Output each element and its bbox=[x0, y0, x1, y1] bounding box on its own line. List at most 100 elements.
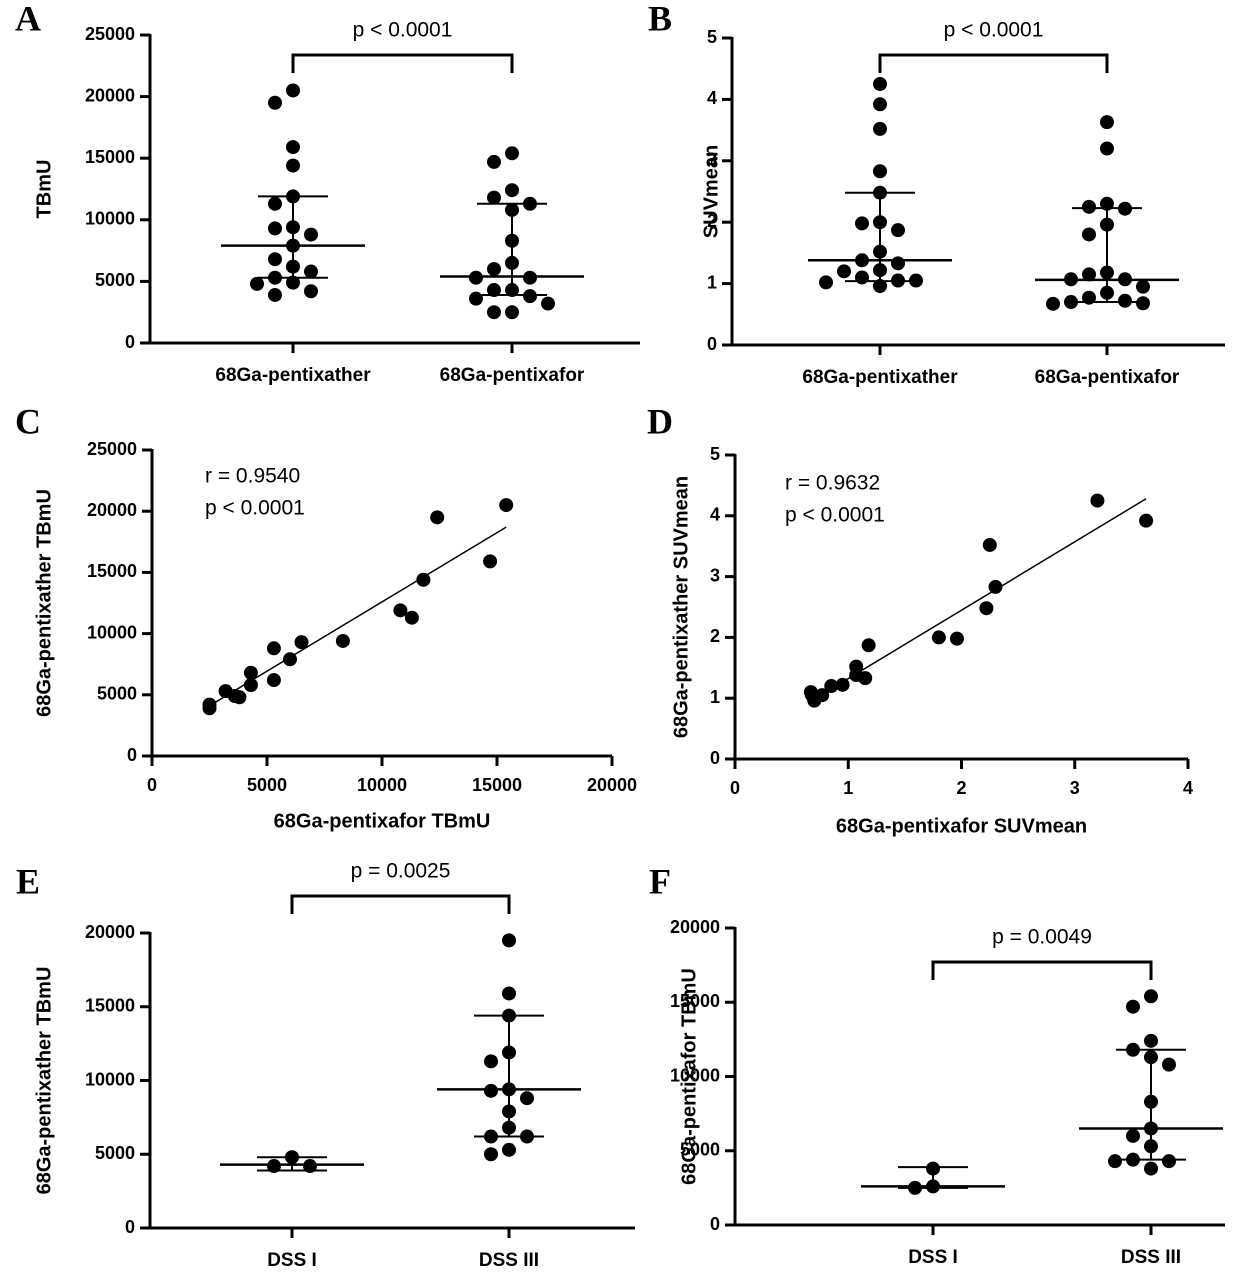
data-point bbox=[335, 633, 350, 648]
data-point bbox=[393, 603, 408, 618]
data-point bbox=[266, 673, 281, 688]
data-point bbox=[487, 283, 501, 298]
data-point bbox=[487, 154, 501, 169]
data-point bbox=[484, 1083, 498, 1098]
data-point bbox=[1162, 1154, 1176, 1169]
significance-bracket bbox=[931, 960, 1153, 980]
y-tick-label: 5000 bbox=[680, 1140, 720, 1160]
y-tick-label: 25000 bbox=[85, 24, 135, 44]
x-tick-label: 68Ga-pentixather bbox=[802, 367, 958, 388]
y-tick-label: 10000 bbox=[85, 1069, 135, 1089]
data-point bbox=[502, 933, 516, 948]
y-tick-label: 2 bbox=[707, 211, 717, 231]
panel-letter: C bbox=[15, 401, 41, 441]
data-point bbox=[855, 270, 869, 285]
data-point bbox=[232, 690, 247, 705]
data-point bbox=[505, 146, 519, 161]
panel-letter: D bbox=[647, 401, 673, 441]
y-tick-label: 15000 bbox=[85, 996, 135, 1016]
y-tick-label: 0 bbox=[710, 748, 720, 768]
data-point bbox=[1126, 1128, 1140, 1143]
data-point bbox=[807, 693, 822, 708]
x-tick-label: 4 bbox=[1183, 778, 1193, 798]
x-tick-label: 5000 bbox=[247, 775, 287, 795]
x-tick-label: 20000 bbox=[587, 775, 637, 795]
y-tick-label: 15000 bbox=[87, 561, 137, 581]
y-tick-label: 3 bbox=[707, 150, 717, 170]
data-point bbox=[855, 216, 869, 231]
y-tick-label: 10000 bbox=[670, 1065, 720, 1085]
data-point bbox=[873, 97, 887, 112]
x-tick-label: 2 bbox=[956, 778, 966, 798]
y-axis-label: 68Ga-pentixather TBmU bbox=[33, 489, 55, 717]
data-point bbox=[982, 537, 997, 552]
data-point bbox=[404, 610, 419, 625]
y-axis-label: 68Ga-pentixather SUVmean bbox=[670, 476, 692, 738]
data-point bbox=[873, 279, 887, 294]
data-point bbox=[484, 1147, 498, 1162]
data-point bbox=[286, 140, 300, 155]
x-tick-label: DSS I bbox=[908, 1247, 958, 1268]
data-point bbox=[1082, 267, 1096, 282]
data-point bbox=[268, 221, 282, 236]
data-point bbox=[487, 305, 501, 320]
panel-letter: B bbox=[648, 0, 672, 38]
y-tick-label: 0 bbox=[710, 1214, 720, 1234]
data-point bbox=[1100, 141, 1114, 156]
y-tick-label: 5000 bbox=[95, 270, 135, 290]
data-point bbox=[1139, 513, 1154, 528]
data-point bbox=[861, 638, 876, 653]
annotation: r = 0.9632 bbox=[785, 472, 880, 495]
y-tick-label: 5 bbox=[710, 444, 720, 464]
data-point bbox=[268, 287, 282, 302]
y-tick-label: 4 bbox=[710, 505, 720, 525]
data-point bbox=[304, 227, 318, 242]
y-tick-label: 20000 bbox=[87, 500, 137, 520]
data-point bbox=[988, 579, 1003, 594]
data-point bbox=[949, 631, 964, 646]
data-point bbox=[268, 95, 282, 110]
data-point bbox=[931, 630, 946, 645]
y-tick-label: 0 bbox=[125, 1217, 135, 1237]
data-point bbox=[1082, 199, 1096, 214]
y-tick-label: 15000 bbox=[670, 991, 720, 1011]
data-point bbox=[243, 665, 258, 680]
data-point bbox=[416, 572, 431, 587]
x-tick-label: DSS III bbox=[1121, 1247, 1181, 1268]
annotation: p < 0.0001 bbox=[785, 504, 885, 527]
panel-letter: A bbox=[15, 0, 41, 38]
data-point bbox=[858, 671, 873, 686]
p-value: p = 0.0025 bbox=[351, 860, 451, 883]
y-tick-label: 5 bbox=[707, 27, 717, 47]
x-tick-label: 0 bbox=[730, 778, 740, 798]
fit-line bbox=[209, 526, 507, 707]
data-point bbox=[1082, 227, 1096, 242]
fit-line bbox=[808, 498, 1147, 704]
data-point bbox=[286, 158, 300, 173]
x-tick-label: 10000 bbox=[357, 775, 407, 795]
data-point bbox=[835, 677, 850, 692]
y-axis-label: TBmU bbox=[33, 160, 55, 219]
data-point bbox=[505, 183, 519, 198]
data-point bbox=[487, 190, 501, 205]
data-point bbox=[430, 510, 445, 525]
data-point bbox=[502, 986, 516, 1001]
data-point bbox=[266, 641, 281, 656]
significance-bracket bbox=[291, 53, 514, 73]
data-point bbox=[250, 276, 264, 291]
data-point bbox=[1144, 1033, 1158, 1048]
data-point bbox=[1118, 293, 1132, 308]
data-point bbox=[1090, 493, 1105, 508]
data-point bbox=[505, 305, 519, 320]
significance-bracket bbox=[878, 53, 1109, 73]
y-tick-label: 10000 bbox=[85, 209, 135, 229]
y-tick-label: 0 bbox=[707, 334, 717, 354]
y-tick-label: 20000 bbox=[670, 917, 720, 937]
data-point bbox=[979, 601, 994, 616]
data-point bbox=[1100, 115, 1114, 130]
panel-letter: F bbox=[649, 861, 671, 901]
data-point bbox=[202, 701, 217, 716]
x-tick-label: 1 bbox=[843, 778, 853, 798]
data-point bbox=[1108, 1154, 1122, 1169]
